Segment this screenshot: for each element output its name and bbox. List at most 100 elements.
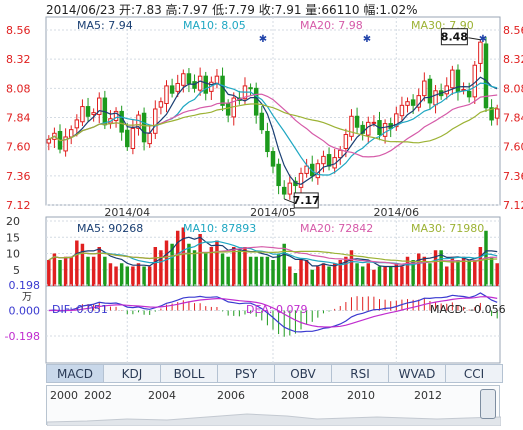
volume-bar [91,256,96,286]
macd-tick-label: 0.000 [9,305,41,318]
tab-obv[interactable]: OBV [274,364,332,383]
candle [68,129,74,138]
volume-bar [377,266,382,286]
volume-bar [288,266,292,286]
volume-ma5-line [48,236,498,268]
candle [169,85,175,94]
volume-bar [226,256,230,286]
volume-bar [265,256,270,286]
candle [394,113,399,128]
ma-legend-label: MA20: 7.98 [300,19,363,32]
candle [405,101,410,106]
nav-year-label: 2004 [148,389,176,402]
candle [371,121,377,124]
candle [494,108,500,119]
volume-bar [299,260,303,286]
candle [141,112,147,143]
price-tick-label-left: 7.12 [6,199,31,212]
volume-bar [473,260,477,286]
candle [478,41,483,64]
volume-bar [360,266,365,286]
nav-year-label: 2002 [84,389,112,402]
ma5-line [48,76,498,185]
tab-cci[interactable]: CCI [445,364,503,383]
volume-unit-label: 万 [22,292,32,303]
volume-bar [209,247,214,286]
volume-bar [321,263,326,286]
volume-bar [478,247,483,286]
macd-legend-label: MACD: -0.056 [430,303,506,316]
candle [46,138,52,144]
tab-wvad[interactable]: WVAD [388,364,446,383]
volume-bar [310,269,314,286]
tab-kdj[interactable]: KDJ [103,364,161,383]
nav-year-label: 2006 [217,389,245,402]
price-tick-label-right: 7.60 [503,141,523,154]
candle [91,112,96,115]
candle [399,104,405,117]
candle [466,90,472,98]
candle [80,106,85,123]
candle [270,151,276,167]
tab-boll[interactable]: BOLL [160,364,218,383]
candle [119,110,124,133]
volume-bar [456,260,460,286]
price-tick-label-left: 7.36 [6,170,31,183]
candle [444,85,449,95]
volume-bar [316,266,320,286]
range-navigator[interactable] [46,385,501,426]
tab-rsi[interactable]: RSI [331,364,389,383]
volume-bar [411,260,415,286]
volume-bar [461,256,466,286]
candle [253,87,259,116]
volume-bar [422,256,427,286]
volume-bar [147,266,152,286]
candle [265,130,270,153]
volume-bar [103,256,107,286]
date-tick-label: 2014/06 [373,206,419,219]
price-tick-label-left: 7.60 [6,141,31,154]
volume-bar [349,250,354,286]
ma-legend-label: MA10: 8.05 [183,19,246,32]
price-tick-label-right: 7.36 [503,170,523,183]
price-tick-label-left: 8.08 [6,82,31,95]
date-tick-label: 2014/05 [250,206,296,219]
candle [181,73,186,86]
candle [220,75,225,106]
volume-bar [304,260,309,286]
macd-legend-label: DEA: 0.079 [246,303,307,316]
volume-tick-label: 10 [6,248,20,261]
candle [349,115,354,137]
candle [450,69,455,89]
volume-bar [327,266,331,286]
navigator-drag-handle[interactable] [480,389,496,419]
macd-legend-label: DIF: 0.051 [52,303,108,316]
volume-bar [260,256,264,286]
high-callout-label: 8.48 [441,31,468,44]
volume-bar [237,250,242,286]
volume-bar [338,260,342,286]
volume-bar [428,263,432,286]
tab-psy[interactable]: PSY [217,364,275,383]
volume-bar [394,263,399,286]
tab-macd[interactable]: MACD [46,364,104,383]
candle [298,172,304,188]
ma-legend-label: MA5: 7.94 [77,19,133,32]
candle [276,163,281,187]
volume-bar [86,256,90,286]
volume-bar [114,266,118,286]
candle [97,97,102,115]
volume-bar [192,250,197,286]
candle [197,75,203,91]
volume-legend-label: MA30: 71980 [411,222,484,235]
volume-bar [75,240,79,286]
nav-year-label: 2010 [347,389,375,402]
volume-tick-label: 15 [6,231,20,244]
candle [259,112,265,131]
candle [63,136,68,152]
nav-year-label: 2012 [414,389,442,402]
volume-bar [372,269,376,286]
candle [422,80,427,97]
volume-bar [439,250,443,286]
volume-bar [153,247,158,286]
